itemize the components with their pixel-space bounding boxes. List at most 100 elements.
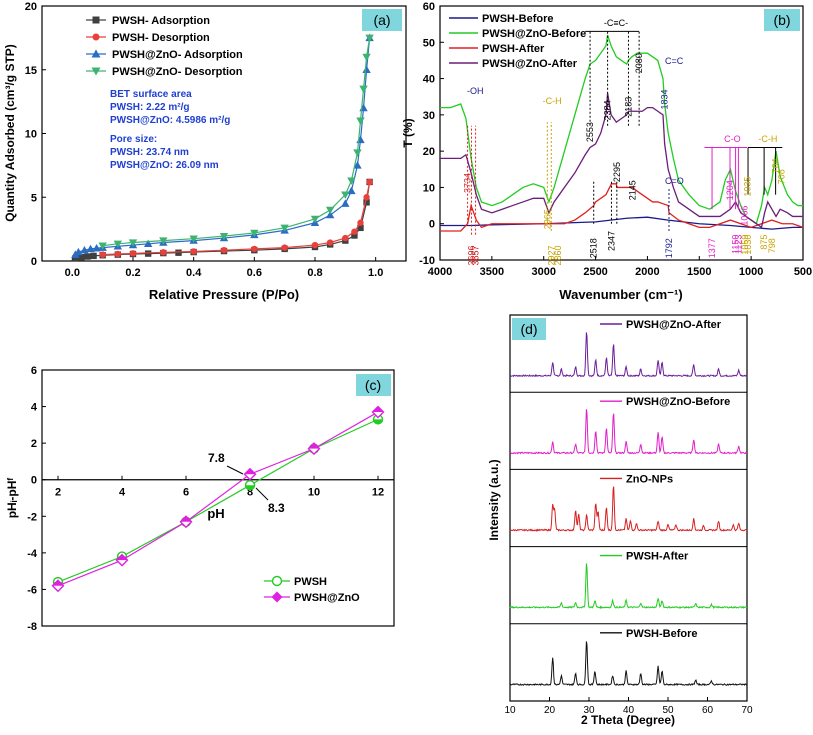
panel-b-ytick-label: 60 [423, 1, 435, 13]
band-label-ctc: -C≡C- [604, 18, 628, 28]
panel-d-label: (d) [520, 321, 537, 337]
panel-d-pattern-line [509, 486, 748, 532]
panel-c-xtick-label: 10 [308, 487, 320, 499]
panel-a-legend: PWSH- Adsorption PWSH- Desorption PWSH@ZnO… [86, 15, 243, 78]
panel-a-data-point [280, 224, 289, 233]
panel-b-peak-label: 1123 [733, 235, 743, 254]
panel-a-data-point [341, 199, 350, 207]
panel-b-legend-label: PWSH-Before [482, 13, 554, 25]
panel-c-badge-bg [356, 374, 391, 396]
panel-c-pzc-annotations: 7.8 8.3 [208, 451, 285, 515]
panel-b-peak-label: 1204 [725, 180, 735, 200]
panel-a-data-point [143, 239, 153, 247]
panel-b-series-1 [440, 34, 803, 225]
pore-pwsh-zno: PWSH@ZnO: 26.09 nm [110, 160, 219, 171]
panel-d-legend-label: PWSH@ZnO-Before [626, 396, 730, 408]
panel-a-ylabel: Quantity Adsorbed (cm³/g STP) [3, 44, 17, 222]
panel-c-xtick-label: 6 [183, 487, 189, 499]
panel-d-series-4: PWSH-Before [509, 628, 748, 687]
panel-a-series-1 [99, 178, 373, 258]
panel-c-series-line [57, 411, 379, 587]
panel-b-legend-label: PWSH-After [482, 43, 545, 55]
panel-d-legend-label: ZnO-NPs [626, 473, 673, 485]
panel-d-pattern-line [509, 409, 748, 455]
panel-b-ytick-label: 40 [423, 74, 435, 86]
panel-a-data-point [72, 255, 79, 262]
panel-a-legend-label: PWSH@ZnO- Desorption [112, 66, 243, 78]
panel-c-badge: (c) [356, 374, 391, 396]
panel-b-badge-bg [764, 9, 800, 31]
panel-a-xtick-label: 0.2 [125, 267, 140, 279]
panel-b-frame [439, 5, 804, 261]
panel-b-peak-label: 3696 [467, 245, 477, 265]
panel-d-series-1: PWSH@ZnO-Before [509, 396, 748, 455]
panel-c-data-point-fill [52, 580, 64, 586]
panel-b-peak-label: 1792 [664, 238, 674, 258]
panel-b-peak-label: 2518 [589, 238, 599, 258]
panel-a-data-point [325, 210, 335, 219]
panel-d-xtick-label: 10 [504, 705, 516, 716]
panel-a-xtick-label: 1.0 [368, 267, 383, 279]
pore-pwsh: PWSH: 23.74 nm [110, 147, 189, 158]
panel-b-xlabel: Wavenumber (cm⁻¹) [559, 287, 682, 302]
panel-a-data-point [220, 246, 228, 254]
panel-b-peak-label: 2183 [623, 97, 633, 117]
panel-a-data-point [78, 253, 85, 261]
panel-b-peak-label: 2145 [627, 180, 637, 200]
panel-b-xtick-label: 3500 [480, 266, 504, 278]
panel-b-peak-label: 1030 [743, 235, 753, 255]
panel-b-peak-label: 3734 [463, 173, 473, 193]
panel-c-xlabel: pH [207, 506, 224, 521]
band-label-cc: C=C [665, 56, 684, 66]
panel-a-data-point [347, 186, 356, 195]
panel-b-xtick-label: 2500 [583, 266, 607, 278]
panel-b-ylabel: T (%) [401, 118, 415, 147]
panel-a-data-point [99, 251, 106, 258]
panel-a-data-point [351, 228, 358, 235]
panel-b-peak-label: 764 [771, 158, 781, 173]
panel-a-data-point [144, 250, 152, 257]
panel-b-label: (b) [773, 12, 790, 28]
panel-b-peak-label: 1150 [731, 235, 741, 254]
panel-a-data-point [129, 250, 137, 257]
panel-a-series-3 [98, 34, 374, 250]
panel-a-data-point [74, 247, 83, 256]
panel-b-ftir: -10 0 10 20 30 40 50 60 4000 3500 3000 2500 2000 150… [401, 1, 812, 302]
panel-c-data-point-fill [116, 554, 128, 561]
panel-b-peak-label: 1066 [739, 206, 749, 226]
panel-a-xtick-label: 0.6 [247, 267, 262, 279]
panel-a-legend-label: PWSH- Desorption [112, 32, 210, 44]
panel-a-ytick-label: 15 [25, 65, 37, 77]
panel-b-legend: PWSH-Before PWSH@ZnO-Before PWSH-After PWSH… [449, 13, 586, 70]
panel-b-legend-label: PWSH@ZnO-After [482, 58, 578, 70]
panel-d-xtick-label: 20 [544, 705, 556, 716]
panel-b-ytick-label: 10 [423, 182, 435, 194]
panel-a-data-point [351, 232, 358, 239]
panel-c-data-point-fill [244, 468, 256, 475]
panel-a-data-point [92, 244, 101, 252]
panel-d-series-3: PWSH-After [509, 551, 748, 610]
panel-c-frame [41, 369, 395, 627]
band-label-co-double: C=O [665, 176, 684, 186]
panel-b-peak-label: 2080 [634, 53, 644, 73]
panel-a-data-point [363, 199, 370, 206]
panel-a-data-point [347, 177, 356, 185]
panel-d-legend-label: PWSH@ZnO-After [626, 319, 722, 331]
bet-pwsh-zno: PWSH@ZnO: 4.5986 m²/g [110, 115, 230, 126]
pzc-label-7-8: 7.8 [208, 451, 225, 465]
panel-d-legend-label: PWSH-After [626, 551, 689, 563]
panel-a-data-point [326, 239, 334, 246]
panel-a-data-point [281, 244, 288, 251]
panel-a-data-point [160, 249, 167, 256]
panel-a-ytick-label: 10 [25, 129, 37, 141]
panel-a-data-point [114, 250, 122, 258]
panel-a-ytick-label: 5 [31, 192, 37, 204]
panel-c-ytick-label: 0 [31, 475, 37, 487]
panel-c-legend-marker [271, 591, 283, 603]
panel-a-data-point [363, 194, 370, 201]
panel-c-series-1 [51, 405, 385, 593]
panel-c-label: (c) [365, 377, 381, 393]
panel-a-data-point [341, 191, 350, 199]
panel-c-series-0 [52, 414, 384, 588]
